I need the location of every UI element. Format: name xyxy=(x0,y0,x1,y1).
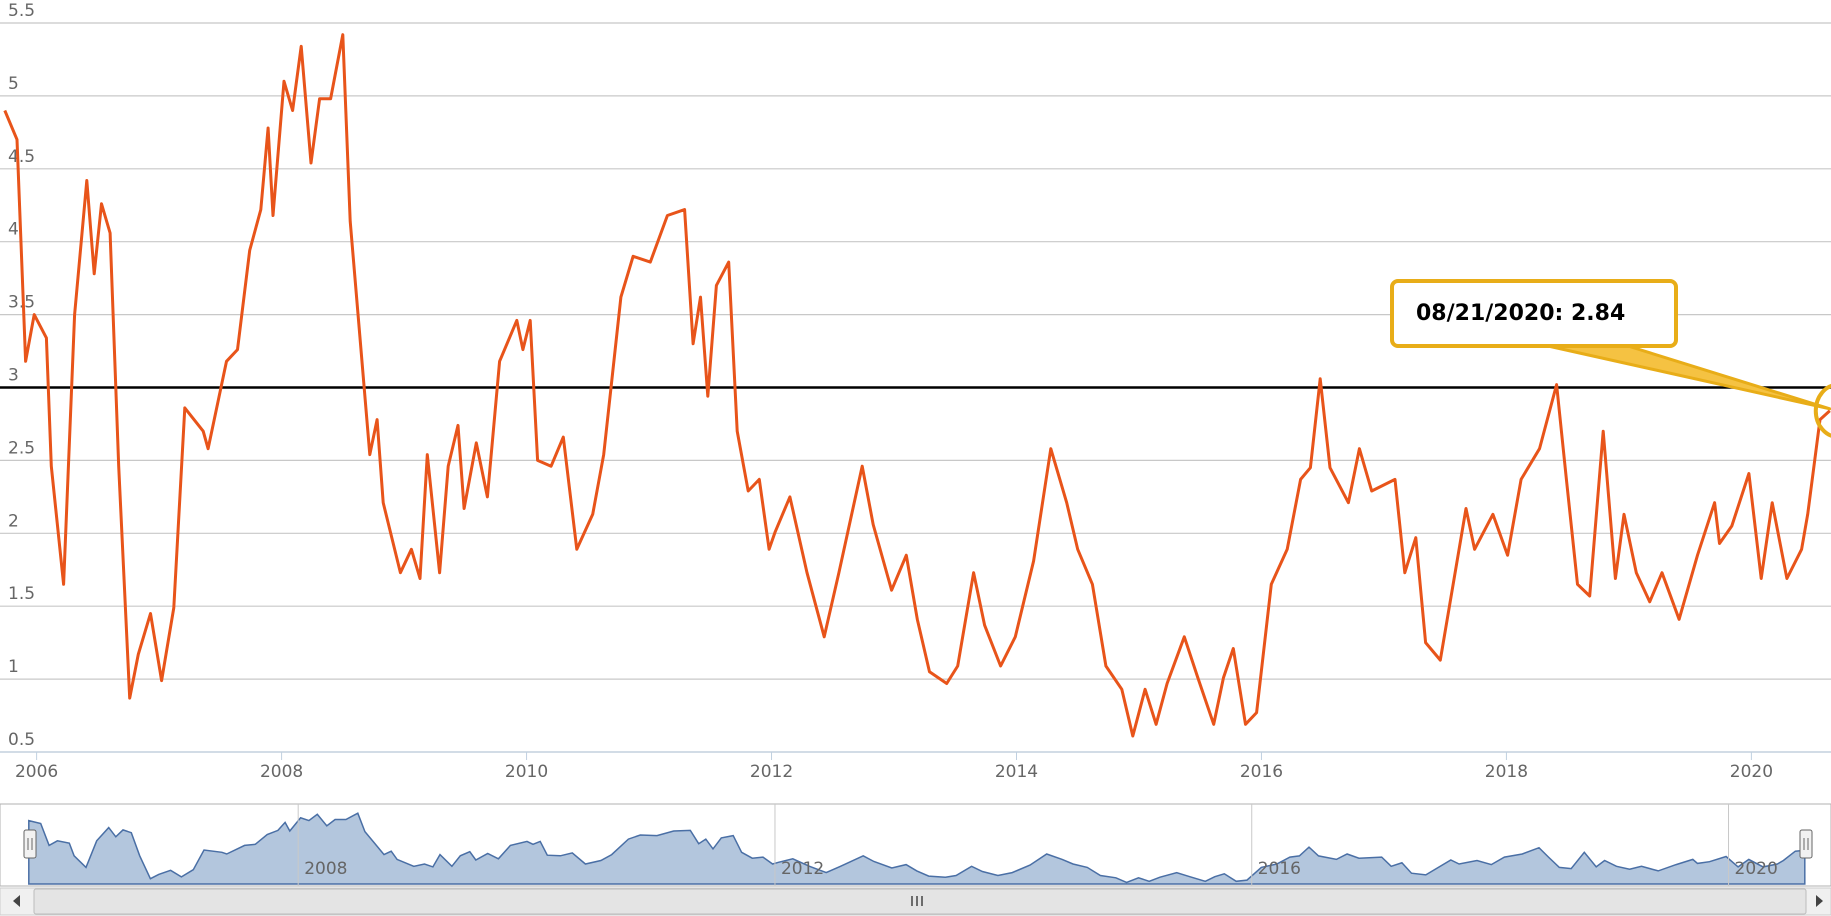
annotation-marker xyxy=(1813,383,1831,438)
scrollbar-grip xyxy=(911,896,923,906)
y-tick-label: 1.5 xyxy=(8,584,35,604)
x-tick-label: 2016 xyxy=(1240,762,1283,782)
x-tick-label: 2012 xyxy=(750,762,793,782)
navigator-tick-label: 2012 xyxy=(781,859,824,879)
x-tick-label: 2010 xyxy=(505,762,548,782)
x-tick-label: 2008 xyxy=(260,762,303,782)
navigator-handle-grip xyxy=(1803,838,1809,850)
y-tick-label: 3.5 xyxy=(8,293,35,313)
y-tick-label: 4 xyxy=(8,220,19,240)
y-tick-label: 1 xyxy=(8,657,19,677)
x-tick-label: 2014 xyxy=(995,762,1038,782)
annotation-box xyxy=(1390,279,1678,348)
navigator-tick-label: 2020 xyxy=(1735,859,1778,879)
navigator-tick-label: 2008 xyxy=(304,859,347,879)
navigator-area xyxy=(28,812,1806,885)
y-tick-label: 4.5 xyxy=(8,147,35,167)
navigator-handle-grip xyxy=(27,838,33,850)
annotation-label: 08/21/2020: 2.84 xyxy=(1416,301,1625,326)
line-series xyxy=(3,33,1831,738)
navigator-handle[interactable] xyxy=(1799,829,1813,859)
y-tick-label: 2.5 xyxy=(8,438,35,458)
x-tick-label: 2006 xyxy=(15,762,58,782)
x-tick-label: 2018 xyxy=(1485,762,1528,782)
navigator-handle[interactable] xyxy=(23,829,37,859)
x-tick-label: 2020 xyxy=(1730,762,1773,782)
navigator-tick-label: 2016 xyxy=(1258,859,1301,879)
y-tick-label: 2 xyxy=(8,511,19,531)
y-tick-label: 0.5 xyxy=(8,730,35,750)
scroll-left-arrow[interactable] xyxy=(13,895,20,907)
y-tick-label: 5 xyxy=(8,74,19,94)
scrollbar-thumb[interactable] xyxy=(33,888,1807,915)
y-tick-label: 3 xyxy=(8,366,19,386)
y-tick-label: 5.5 xyxy=(8,1,35,21)
scroll-right-arrow[interactable] xyxy=(1816,895,1823,907)
